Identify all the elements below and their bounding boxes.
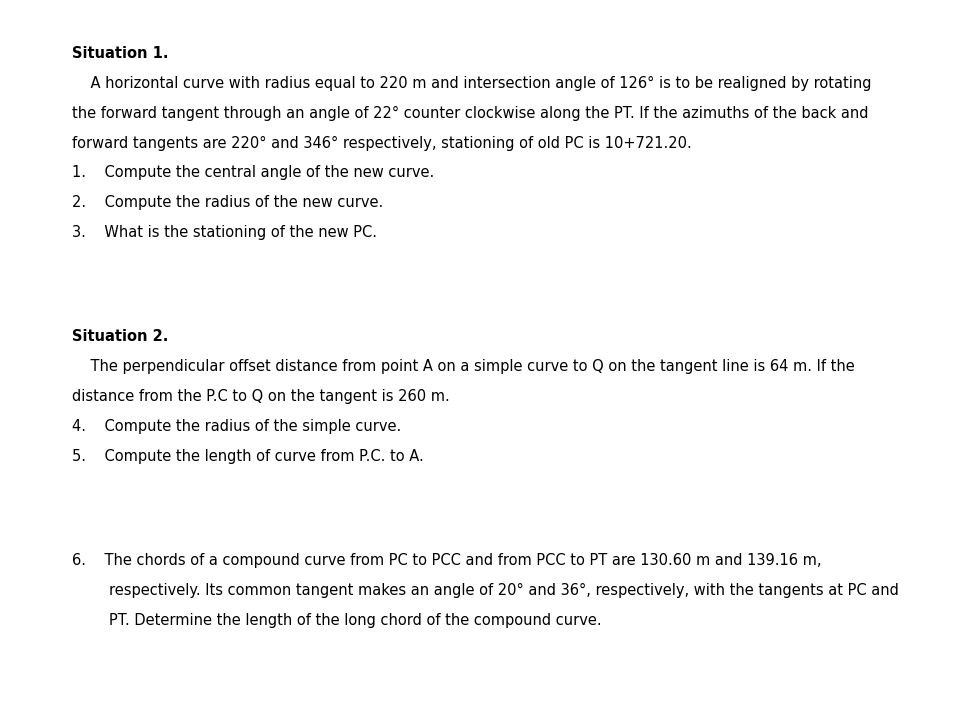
- Text: 6.    The chords of a compound curve from PC to PCC and from PCC to PT are 130.6: 6. The chords of a compound curve from P…: [72, 553, 822, 568]
- Text: 2.    Compute the radius of the new curve.: 2. Compute the radius of the new curve.: [72, 195, 384, 210]
- Text: 5.    Compute the length of curve from P.C. to A.: 5. Compute the length of curve from P.C.…: [72, 449, 424, 464]
- Text: forward tangents are 220° and 346° respectively, stationing of old PC is 10+721.: forward tangents are 220° and 346° respe…: [72, 136, 693, 151]
- Text: 1.    Compute the central angle of the new curve.: 1. Compute the central angle of the new …: [72, 165, 435, 180]
- Text: PT. Determine the length of the long chord of the compound curve.: PT. Determine the length of the long cho…: [72, 613, 602, 628]
- Text: respectively. Its common tangent makes an angle of 20° and 36°, respectively, wi: respectively. Its common tangent makes a…: [72, 583, 899, 598]
- Text: Situation 2.: Situation 2.: [72, 329, 169, 344]
- Text: the forward tangent through an angle of 22° counter clockwise along the PT. If t: the forward tangent through an angle of …: [72, 106, 869, 121]
- Text: Situation 1.: Situation 1.: [72, 46, 169, 61]
- Text: A horizontal curve with radius equal to 220 m and intersection angle of 126° is : A horizontal curve with radius equal to …: [72, 76, 872, 91]
- Text: 3.    What is the stationing of the new PC.: 3. What is the stationing of the new PC.: [72, 225, 378, 240]
- Text: The perpendicular offset distance from point A on a simple curve to Q on the tan: The perpendicular offset distance from p…: [72, 359, 855, 374]
- Text: 4.    Compute the radius of the simple curve.: 4. Compute the radius of the simple curv…: [72, 419, 402, 434]
- Text: distance from the P.C to Q on the tangent is 260 m.: distance from the P.C to Q on the tangen…: [72, 389, 450, 404]
